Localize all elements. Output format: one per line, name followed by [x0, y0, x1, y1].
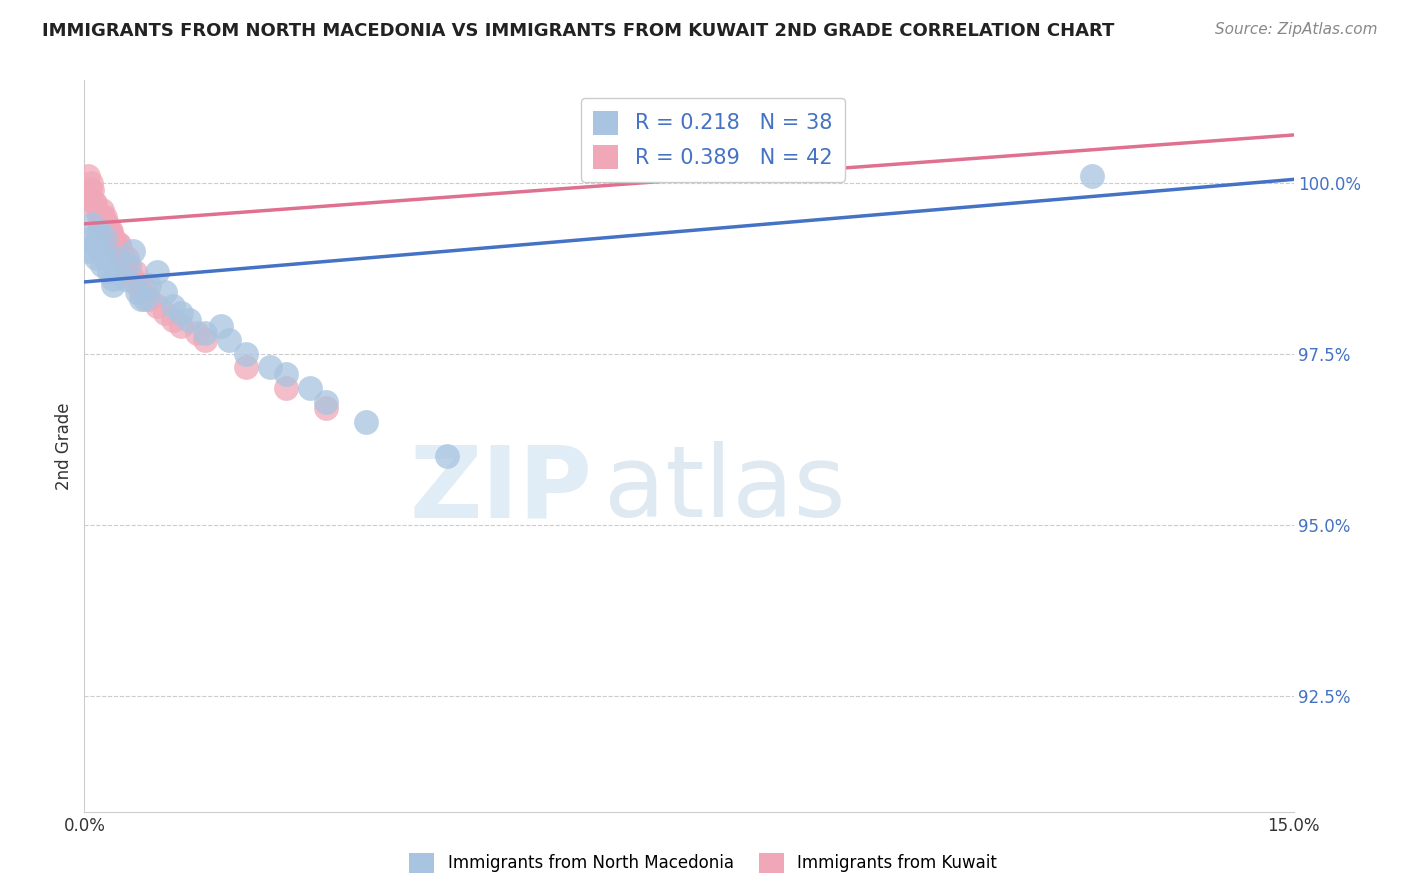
Point: [114, 258, 136, 272]
Point: [259, 360, 281, 375]
Point: [138, 278, 160, 293]
Point: [83, 196, 105, 211]
Point: [146, 299, 169, 313]
Point: [356, 415, 378, 429]
Point: [80, 230, 103, 244]
Point: [87, 224, 110, 238]
Point: [132, 278, 155, 293]
Point: [153, 306, 176, 320]
Point: [86, 251, 108, 265]
Point: [93, 210, 115, 224]
Point: [436, 449, 458, 463]
Point: [82, 183, 104, 197]
Point: [129, 292, 152, 306]
Point: [98, 224, 121, 238]
Point: [105, 251, 128, 265]
Point: [83, 237, 105, 252]
Point: [1081, 169, 1104, 183]
Y-axis label: 2nd Grade: 2nd Grade: [55, 402, 73, 490]
Point: [186, 326, 208, 341]
Point: [101, 278, 124, 293]
Point: [170, 306, 193, 320]
Point: [91, 210, 114, 224]
Point: [101, 230, 124, 244]
Point: [179, 312, 201, 326]
Point: [218, 333, 240, 347]
Point: [80, 176, 103, 190]
Point: [83, 196, 105, 211]
Point: [209, 319, 232, 334]
Legend: R = 0.218   N = 38, R = 0.389   N = 42: R = 0.218 N = 38, R = 0.389 N = 42: [581, 98, 845, 182]
Point: [100, 224, 122, 238]
Point: [138, 292, 160, 306]
Point: [129, 285, 152, 300]
Point: [91, 203, 114, 218]
Point: [82, 217, 104, 231]
Point: [274, 368, 297, 382]
Point: [235, 347, 257, 361]
Point: [134, 292, 156, 306]
Point: [86, 237, 108, 252]
Point: [91, 258, 114, 272]
Point: [93, 230, 115, 244]
Point: [76, 189, 98, 203]
Point: [77, 244, 100, 259]
Point: [153, 285, 176, 300]
Point: [96, 217, 118, 231]
Point: [104, 237, 127, 252]
Point: [235, 360, 257, 375]
Point: [121, 271, 143, 285]
Point: [86, 203, 108, 218]
Text: atlas: atlas: [605, 442, 846, 539]
Point: [97, 265, 120, 279]
Point: [194, 326, 217, 341]
Point: [299, 381, 322, 395]
Point: [89, 244, 111, 259]
Point: [115, 251, 138, 265]
Point: [121, 244, 143, 259]
Point: [162, 299, 184, 313]
Text: Source: ZipAtlas.com: Source: ZipAtlas.com: [1215, 22, 1378, 37]
Point: [118, 258, 141, 272]
Point: [87, 210, 110, 224]
Point: [114, 271, 136, 285]
Point: [170, 319, 193, 334]
Point: [107, 237, 129, 252]
Point: [97, 224, 120, 238]
Point: [118, 265, 141, 279]
Point: [194, 333, 217, 347]
Point: [77, 169, 100, 183]
Point: [315, 401, 337, 416]
Point: [89, 217, 111, 231]
Point: [105, 244, 128, 259]
Point: [93, 251, 115, 265]
Point: [315, 394, 337, 409]
Point: [79, 183, 101, 197]
Point: [146, 265, 169, 279]
Point: [162, 312, 184, 326]
Text: ZIP: ZIP: [409, 442, 592, 539]
Legend: Immigrants from North Macedonia, Immigrants from Kuwait: Immigrants from North Macedonia, Immigra…: [402, 847, 1004, 880]
Point: [110, 244, 132, 259]
Point: [108, 237, 131, 252]
Point: [101, 271, 124, 285]
Point: [125, 278, 148, 293]
Point: [274, 381, 297, 395]
Point: [124, 265, 146, 279]
Point: [112, 251, 135, 265]
Point: [125, 285, 148, 300]
Text: IMMIGRANTS FROM NORTH MACEDONIA VS IMMIGRANTS FROM KUWAIT 2ND GRADE CORRELATION : IMMIGRANTS FROM NORTH MACEDONIA VS IMMIG…: [42, 22, 1115, 40]
